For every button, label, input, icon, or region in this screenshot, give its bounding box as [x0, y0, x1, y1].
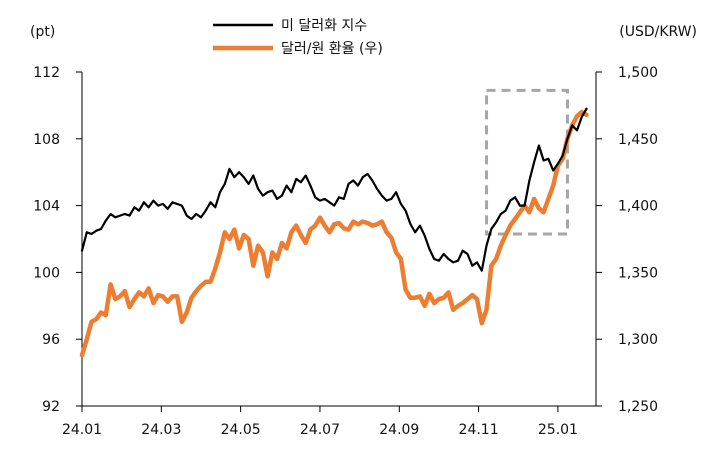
series-line-usd-index — [80, 107, 588, 272]
right-y-tick-label: 1,350 — [618, 265, 658, 281]
x-tick-label: 24.03 — [141, 422, 181, 438]
highlight-dashed-box — [485, 88, 569, 236]
x-tick-label: 24.11 — [459, 422, 499, 438]
right-axis-unit-label: (USD/KRW) — [619, 24, 697, 40]
axis-ticks: 92 96 100 104 108 112 1,250 1,300 1,350 1,400 1,45… — [33, 65, 658, 438]
right-y-tick-label: 1,400 — [618, 199, 658, 215]
x-tick-label: 24.07 — [300, 422, 340, 438]
axes — [81, 72, 597, 407]
left-y-tick-label: 100 — [33, 265, 60, 281]
series-lines — [79, 107, 589, 358]
left-axis-unit-label: (pt) — [30, 24, 55, 40]
left-y-tick-label: 92 — [42, 399, 60, 415]
right-y-tick-label: 1,500 — [618, 65, 658, 81]
left-y-tick-label: 112 — [33, 65, 60, 81]
legend-label-usd-index: 미 달러화 지수 — [281, 18, 367, 34]
x-tick-label: 24.09 — [379, 422, 419, 438]
right-y-tick-label: 1,300 — [618, 332, 658, 348]
x-tick-label: 25.01 — [538, 422, 578, 438]
x-tick-label: 24.01 — [62, 422, 102, 438]
legend: 미 달러화 지수 달러/원 환율 (우) — [213, 18, 383, 57]
left-y-tick-label: 96 — [42, 332, 60, 348]
right-y-tick-label: 1,450 — [618, 132, 658, 148]
left-y-tick-label: 104 — [33, 199, 60, 215]
right-y-tick-label: 1,250 — [618, 399, 658, 415]
legend-label-usd-krw: 달러/원 환율 (우) — [281, 41, 383, 57]
left-y-tick-label: 108 — [33, 132, 60, 148]
series-line-usd-krw — [79, 109, 589, 358]
annotations — [485, 88, 569, 236]
x-tick-label: 24.05 — [221, 422, 261, 438]
